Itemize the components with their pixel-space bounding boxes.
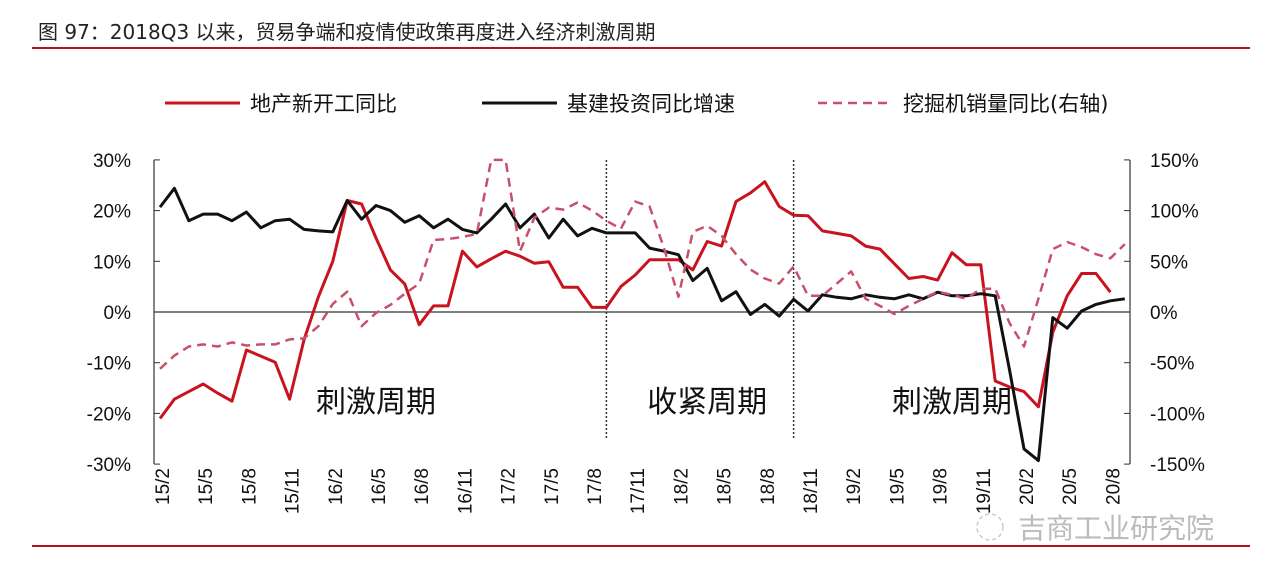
x-tick-label: 20/5 — [1060, 468, 1081, 505]
left-tick-label: -30% — [87, 455, 131, 476]
left-tick-label: -10% — [87, 354, 131, 375]
x-tick-label: 16/8 — [412, 468, 433, 505]
right-tick-label: -50% — [1150, 354, 1194, 375]
top-rule — [32, 47, 1250, 49]
x-tick-label: 17/11 — [628, 468, 649, 514]
x-tick-label: 17/2 — [499, 468, 520, 505]
wechat-icon — [976, 513, 1004, 541]
x-tick-label: 19/5 — [887, 468, 908, 505]
right-tick-label: 150% — [1150, 151, 1199, 172]
x-tick-label: 17/8 — [585, 468, 606, 505]
watermark-text: 吉商工业研究院 — [1018, 512, 1214, 545]
legend-label-pink: 挖掘机销量同比(右轴) — [903, 92, 1108, 116]
x-tick-label: 16/11 — [455, 468, 476, 514]
x-tick-label: 16/2 — [326, 468, 347, 505]
legend-label-red: 地产新开工同比 — [250, 92, 397, 116]
x-tick-label: 18/8 — [758, 468, 779, 505]
left-tick-label: -20% — [87, 404, 131, 425]
x-tick-label: 15/5 — [196, 468, 217, 505]
series-line-0 — [158, 180, 1112, 420]
x-tick-label: 19/8 — [931, 468, 952, 505]
x-tick-label: 16/5 — [369, 468, 390, 505]
x-tick-label: 15/8 — [239, 468, 260, 505]
right-tick-label: 100% — [1150, 202, 1199, 223]
x-tick-label: 18/2 — [671, 468, 692, 505]
bottom-rule — [32, 545, 1250, 547]
right-tick-label: 0% — [1150, 303, 1178, 324]
left-tick-label: 10% — [93, 252, 131, 273]
right-tick-label: -150% — [1150, 455, 1205, 476]
legend-label-black: 基建投资同比增速 — [567, 92, 735, 116]
figure-title: 图 97：2018Q3 以来，贸易争端和疫情使政策再度进入经济刺激周期 — [38, 20, 656, 44]
left-tick-label: 0% — [104, 303, 132, 324]
x-tick-label: 18/11 — [801, 468, 822, 514]
left-tick-label: 20% — [93, 202, 131, 223]
series-line-1 — [158, 186, 1126, 463]
period-annotation: 刺激周期 — [316, 385, 436, 420]
x-tick-label: 15/11 — [283, 468, 304, 514]
watermark: 吉商工业研究院 — [976, 512, 1214, 545]
x-tick-label: 15/2 — [153, 468, 174, 505]
period-annotation: 刺激周期 — [892, 385, 1012, 420]
legend: 地产新开工同比 基建投资同比增速 挖掘机销量同比(右轴) — [165, 92, 1108, 116]
series-line-2 — [159, 158, 1126, 370]
x-tick-label: 17/5 — [542, 468, 563, 505]
x-tick-label: 20/8 — [1103, 468, 1124, 505]
x-tick-label: 20/2 — [1017, 468, 1038, 505]
x-tick-label: 18/5 — [715, 468, 736, 505]
right-tick-label: -100% — [1150, 404, 1205, 425]
right-tick-label: 50% — [1150, 252, 1188, 273]
x-tick-label: 19/2 — [844, 468, 865, 505]
x-tick-label: 19/11 — [974, 468, 995, 514]
period-annotation: 收紧周期 — [647, 385, 767, 420]
left-tick-label: 30% — [93, 151, 131, 172]
